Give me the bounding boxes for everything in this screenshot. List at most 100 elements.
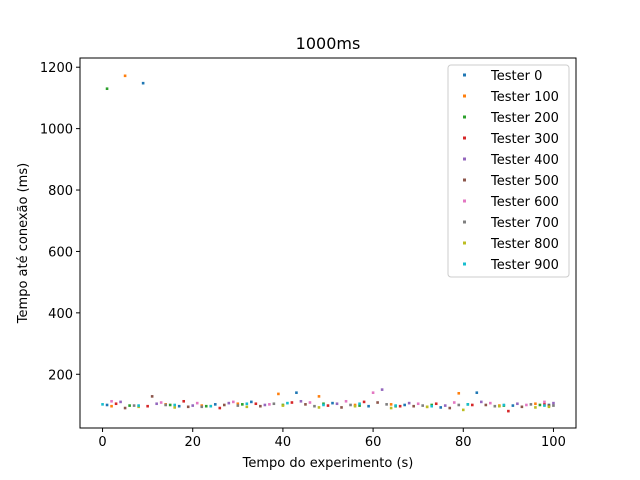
data-point xyxy=(407,401,411,405)
data-point xyxy=(425,405,429,409)
data-point xyxy=(403,403,406,407)
legend-marker xyxy=(463,241,466,245)
legend-label: Tester 0 xyxy=(490,69,542,84)
data-point xyxy=(245,402,249,406)
legend-label: Tester 200 xyxy=(490,111,559,126)
x-tick-label: 100 xyxy=(541,435,566,450)
data-point xyxy=(466,403,470,406)
data-point xyxy=(511,404,515,407)
data-point xyxy=(132,404,136,407)
data-point xyxy=(322,403,325,407)
data-point xyxy=(204,404,208,408)
data-point xyxy=(286,401,289,405)
data-point xyxy=(416,402,420,406)
data-point xyxy=(547,405,551,409)
data-point xyxy=(398,404,402,408)
legend-label: Tester 700 xyxy=(490,216,559,231)
chart-title: 1000ms xyxy=(296,34,361,53)
data-point xyxy=(331,401,334,405)
data-point xyxy=(353,404,357,408)
data-point xyxy=(480,400,483,404)
legend-label: Tester 800 xyxy=(490,237,559,252)
data-point xyxy=(119,400,122,404)
data-point xyxy=(150,395,154,398)
legend-marker xyxy=(463,136,466,140)
data-point xyxy=(250,400,253,404)
data-point xyxy=(493,404,497,408)
data-point xyxy=(222,403,226,407)
legend-marker xyxy=(463,157,466,161)
data-point xyxy=(168,403,172,407)
legend-marker xyxy=(463,73,466,77)
data-point xyxy=(380,388,384,391)
y-axis: 200 400 600 800 1000 1200 xyxy=(40,61,80,383)
data-point xyxy=(308,401,312,404)
data-point xyxy=(489,401,492,405)
data-point xyxy=(335,402,339,406)
data-point xyxy=(326,404,330,407)
data-point xyxy=(552,401,555,405)
data-point xyxy=(457,392,461,395)
data-point xyxy=(452,401,456,404)
data-point xyxy=(349,403,352,407)
data-point xyxy=(529,403,533,406)
data-point xyxy=(371,391,375,394)
legend-marker xyxy=(463,94,466,98)
data-point xyxy=(173,403,176,407)
legend-marker xyxy=(463,220,466,224)
x-axis: 0 20 40 60 80 100 xyxy=(98,428,566,450)
data-point xyxy=(552,404,555,407)
data-point xyxy=(543,404,546,407)
legend-label: Tester 100 xyxy=(490,90,559,105)
data-point xyxy=(263,403,267,407)
data-point xyxy=(299,399,303,403)
data-point xyxy=(502,403,506,407)
data-point xyxy=(430,404,434,408)
data-point xyxy=(376,401,379,404)
data-point xyxy=(358,402,361,406)
data-point xyxy=(520,405,524,409)
data-point xyxy=(141,81,145,85)
data-point xyxy=(317,406,321,409)
legend-marker xyxy=(463,115,466,119)
data-point xyxy=(421,404,424,407)
data-point xyxy=(498,404,501,408)
data-point xyxy=(385,403,388,406)
y-tick-label: 400 xyxy=(48,307,73,322)
scatter-points xyxy=(101,74,555,413)
data-point xyxy=(123,74,127,78)
y-axis-label: Tempo até conexão (ms) xyxy=(16,163,31,324)
data-point xyxy=(448,406,452,410)
x-tick-label: 0 xyxy=(98,435,106,450)
legend-marker xyxy=(463,199,466,203)
data-point xyxy=(543,400,546,404)
data-point xyxy=(457,403,461,407)
legend-label: Tester 300 xyxy=(490,132,559,147)
x-tick-label: 20 xyxy=(184,435,201,450)
data-point xyxy=(137,404,140,407)
data-point xyxy=(200,405,204,409)
data-point xyxy=(114,402,118,406)
data-point xyxy=(236,402,240,406)
x-axis-label: Tempo do experimento (s) xyxy=(242,456,414,471)
data-point xyxy=(259,404,262,408)
data-point xyxy=(209,404,213,408)
data-point xyxy=(146,404,149,408)
y-tick-label: 1200 xyxy=(40,61,73,76)
data-point xyxy=(475,391,479,394)
data-point xyxy=(105,87,109,91)
data-point xyxy=(439,406,443,409)
data-point xyxy=(534,402,537,406)
data-point xyxy=(516,402,519,406)
data-point xyxy=(195,401,199,405)
data-point xyxy=(272,402,276,406)
data-point xyxy=(412,404,415,408)
data-point xyxy=(155,402,158,406)
data-point xyxy=(484,403,488,407)
data-point xyxy=(507,409,510,413)
data-point xyxy=(110,399,113,403)
data-point xyxy=(213,403,217,406)
legend-label: Tester 400 xyxy=(490,153,559,168)
data-point xyxy=(128,404,131,407)
data-point xyxy=(461,408,465,412)
